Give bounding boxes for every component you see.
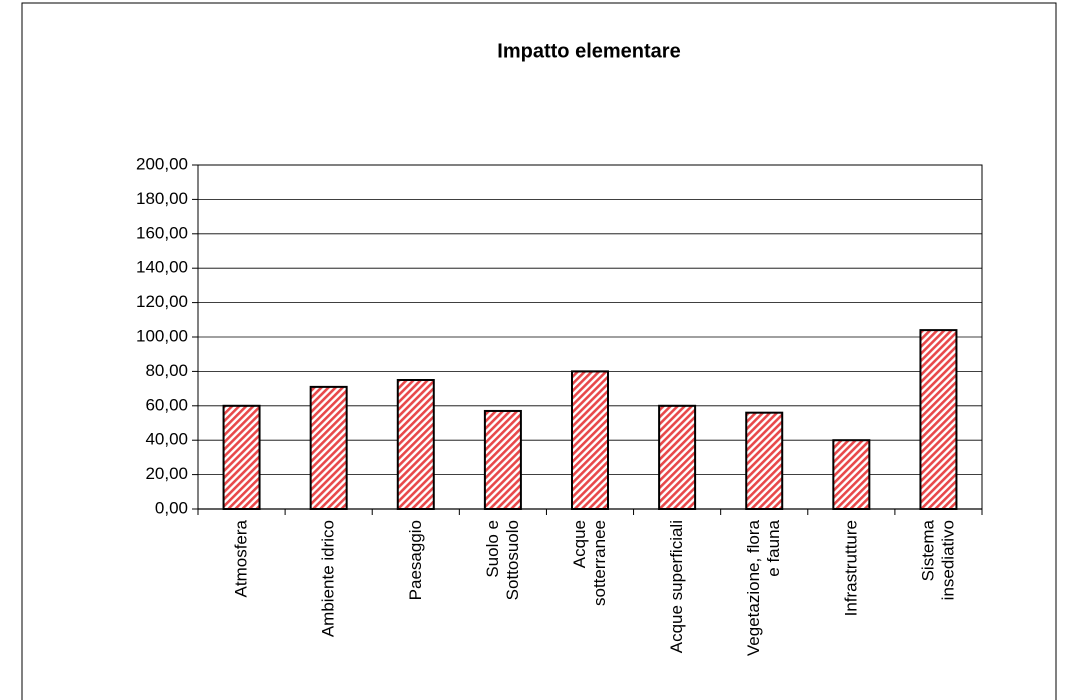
bar xyxy=(658,404,697,510)
y-tick-label: 120,00 xyxy=(136,292,188,311)
y-tick-label: 100,00 xyxy=(136,326,188,345)
y-tick-label: 160,00 xyxy=(136,223,188,242)
x-tick-label: Suolo e Sottosuolo xyxy=(482,520,522,601)
x-tick-label: Sistema insediativo xyxy=(918,520,958,601)
y-tick-label: 40,00 xyxy=(145,430,188,449)
bar xyxy=(832,439,871,511)
y-tick-label: 180,00 xyxy=(136,189,188,208)
x-tick-label: Atmosfera xyxy=(231,520,251,598)
x-tick-label: Infrastrutture xyxy=(841,520,861,617)
bar xyxy=(309,385,348,511)
x-tick-label: Vegetazione, flora e fauna xyxy=(744,520,784,657)
y-tick-label: 140,00 xyxy=(136,258,188,277)
x-tick-label: Ambiente idrico xyxy=(318,520,338,638)
y-tick-label: 60,00 xyxy=(145,395,188,414)
bar xyxy=(919,329,958,510)
y-tick-label: 0,00 xyxy=(155,498,188,517)
y-tick-label: 200,00 xyxy=(136,154,188,173)
chart-title: Impatto elementare xyxy=(497,40,680,62)
y-tick-label: 80,00 xyxy=(145,361,188,380)
bar xyxy=(222,404,261,510)
x-tick-label: Paesaggio xyxy=(405,520,425,601)
x-tick-label: Acque sotterranee xyxy=(570,520,609,606)
bar xyxy=(745,411,784,510)
x-tick-label: Acque superficiali xyxy=(667,520,687,654)
bar xyxy=(396,379,435,510)
y-tick-label: 20,00 xyxy=(145,464,188,483)
bar xyxy=(571,370,609,510)
bar xyxy=(483,409,522,510)
